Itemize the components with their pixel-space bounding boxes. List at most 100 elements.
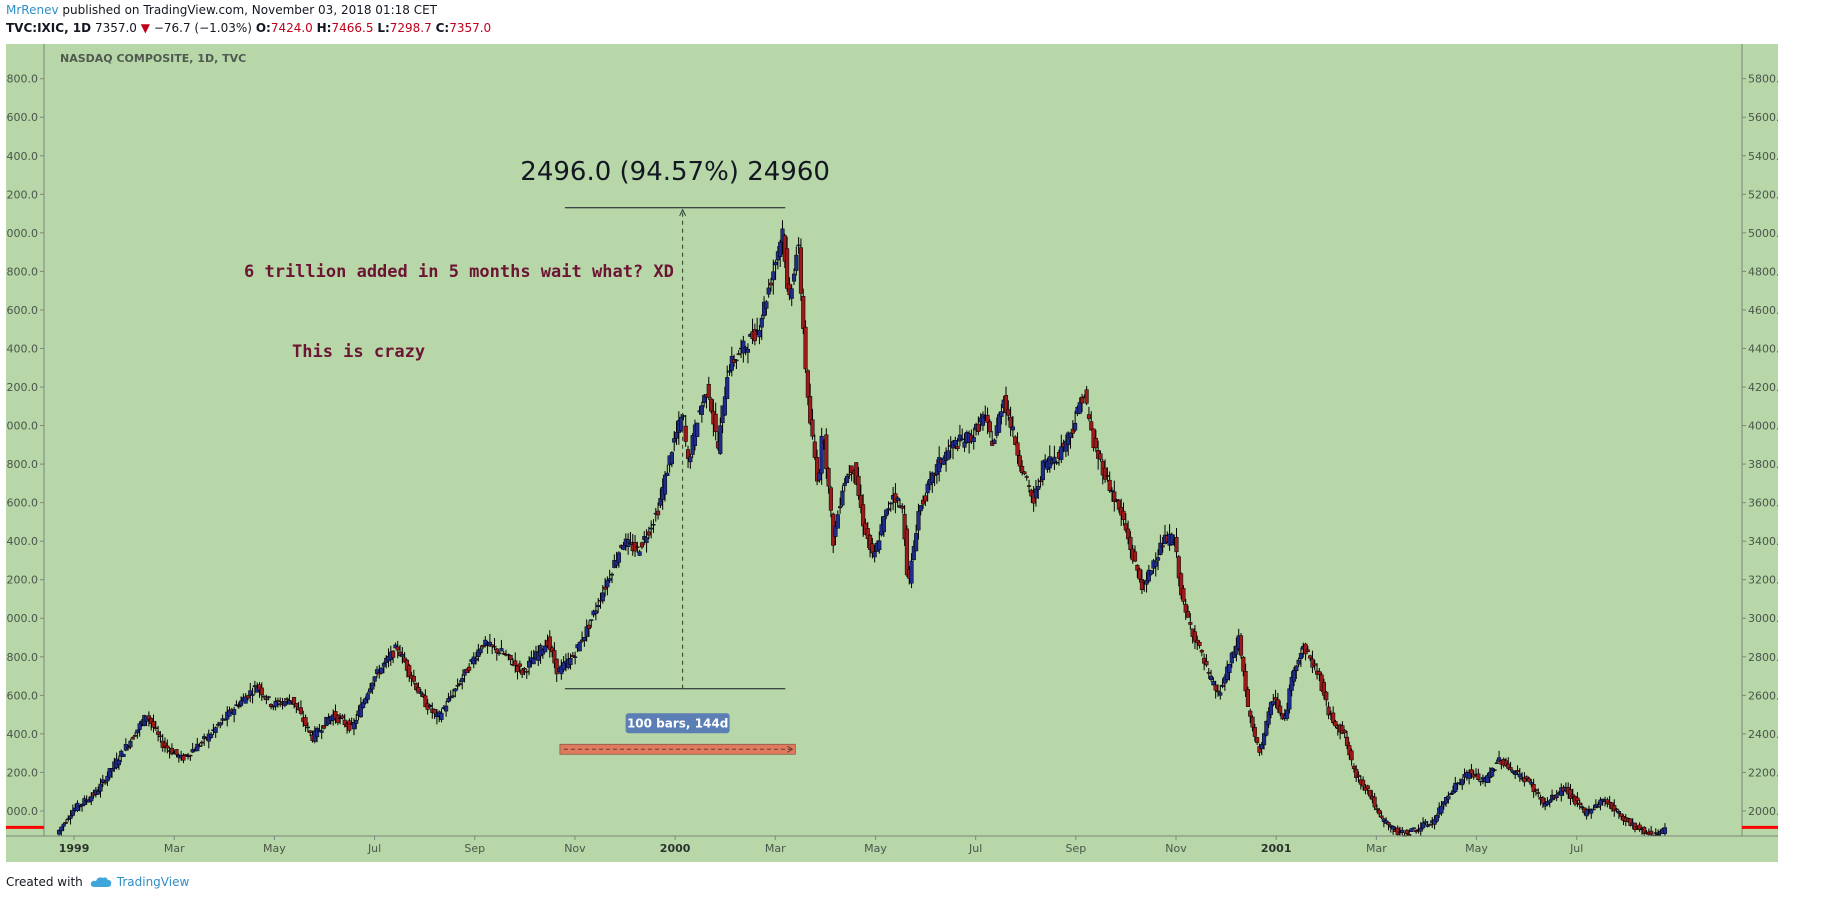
candle-body: [303, 717, 308, 726]
candle-body: [264, 698, 269, 701]
candle-body: [414, 683, 419, 691]
candle-body: [584, 626, 589, 637]
candle-body: [1656, 834, 1661, 836]
candle-body: [1506, 763, 1511, 769]
candle-body: [734, 359, 739, 362]
candle-body: [764, 301, 769, 309]
candle-body: [1109, 490, 1115, 492]
candle-body: [524, 671, 529, 673]
candle-body: [766, 287, 771, 295]
candle-body: [1404, 830, 1409, 834]
candle-body: [282, 701, 287, 706]
candle-body: [1176, 556, 1181, 579]
x-tick-label: Mar: [765, 842, 786, 855]
candle-body: [1524, 776, 1529, 779]
candle-body: [342, 719, 347, 726]
candle-body: [1374, 808, 1380, 810]
y-tick-label: 5600.0: [6, 111, 38, 124]
x-tick-label: Jul: [968, 842, 982, 855]
candle-body: [1248, 710, 1253, 717]
candle-body: [1662, 827, 1668, 834]
tradingview-brand: TradingView: [116, 875, 190, 889]
y-axis-left: 5800.0 5600.0 5400.0 5200.0 5000.0 4800.0 4600…: [6, 73, 44, 818]
open-label: O:: [255, 21, 271, 35]
candle-body: [1575, 797, 1580, 802]
candle-body: [98, 783, 103, 792]
candle-body: [1139, 579, 1144, 590]
candle-body: [1485, 775, 1490, 783]
candle-body: [1054, 461, 1059, 464]
candle-body: [819, 435, 824, 474]
candle-body: [1589, 809, 1594, 814]
published-text: published on TradingView.com, November 0…: [62, 3, 437, 17]
candle-body: [1344, 736, 1350, 746]
y-tick-label: 2000.0: [6, 805, 38, 818]
candle-body: [381, 662, 386, 667]
candle-body: [146, 715, 151, 720]
candle-body: [1266, 711, 1271, 725]
candle-body: [745, 348, 750, 353]
candle-body: [1349, 750, 1354, 761]
candle-body: [1515, 770, 1520, 773]
candle-body: [133, 735, 138, 737]
candle-body: [778, 241, 783, 257]
y-tick-label: 3000.0: [6, 612, 38, 625]
candle-body: [904, 528, 909, 576]
candle-body: [1229, 652, 1234, 664]
candle-body: [561, 662, 566, 671]
price-chart[interactable]: 5800.0 5600.0 5400.0 5200.0 5000.0 4800.0 4600…: [6, 44, 1778, 862]
candle-body: [370, 682, 375, 690]
candle-body: [752, 329, 757, 342]
candle-body: [637, 551, 642, 556]
candle-body: [1024, 476, 1029, 478]
candle-body: [817, 472, 822, 481]
candle-body: [66, 818, 71, 820]
candle-body: [1285, 709, 1290, 719]
chart-title: NASDAQ COMPOSITE, 1D, TVC: [60, 52, 246, 65]
candle-body: [683, 425, 688, 442]
candle-body: [1596, 806, 1601, 808]
candle-body: [762, 301, 767, 317]
candle-body: [810, 419, 815, 437]
y-tick-label: 2400.0: [6, 728, 38, 741]
candle-body: [1026, 485, 1032, 487]
candle-body: [100, 779, 105, 784]
candle-body: [1234, 645, 1239, 655]
candle-body: [1331, 712, 1336, 724]
y-axis-right: 5800.0 5600.0 5400.0 5200.0 5000.0 4800.0 4600…: [1742, 73, 1778, 818]
candle-body: [833, 525, 838, 537]
candle-body: [455, 685, 460, 687]
candle-body: [1545, 801, 1550, 805]
candle-body: [1135, 564, 1140, 571]
author-link[interactable]: MrRenev: [6, 3, 59, 17]
candle-body: [835, 514, 840, 529]
candle-body: [1492, 769, 1497, 771]
candle-body: [1568, 789, 1573, 799]
candle-body: [600, 592, 605, 602]
candle-body: [842, 482, 847, 486]
y-tick-label: 4000.0: [6, 420, 38, 433]
candle-body: [1494, 762, 1499, 764]
candle-body: [888, 502, 893, 505]
candle-body: [363, 698, 368, 704]
candle-body: [1305, 649, 1310, 652]
candle-body: [1211, 681, 1216, 686]
candle-body: [1079, 396, 1085, 404]
candle-body: [1612, 805, 1617, 812]
tradingview-cloud-icon: [90, 877, 111, 887]
candle-body: [1414, 830, 1419, 833]
candle-body: [522, 667, 527, 670]
candle-body: [126, 746, 131, 749]
candle-body: [1105, 475, 1110, 477]
y-tick-label: 5000.0: [6, 227, 38, 240]
candle-body: [1103, 467, 1108, 480]
candle-body: [347, 720, 352, 731]
candle-body: [287, 700, 292, 705]
candle-body: [1531, 784, 1536, 793]
tradingview-link[interactable]: TradingView: [89, 875, 190, 889]
candle-body: [1243, 671, 1248, 692]
candle-body: [1183, 603, 1188, 613]
candle-body: [997, 414, 1002, 433]
candle-body: [582, 636, 587, 641]
candle-body: [278, 703, 283, 706]
